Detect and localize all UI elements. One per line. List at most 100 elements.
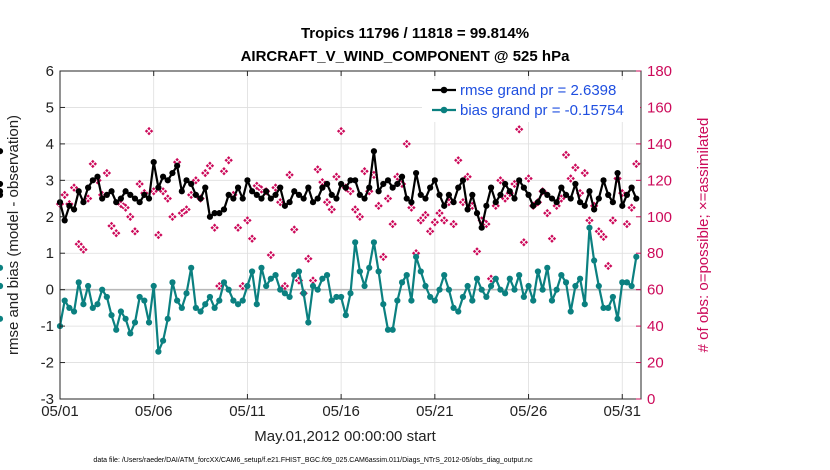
obs-assimilated-point [426, 227, 434, 236]
obs-assimilated-point [328, 205, 336, 214]
rmse-point [502, 180, 509, 188]
obs-assimilated-point [145, 127, 153, 135]
obs-assimilated-point [89, 160, 97, 168]
obs-assimilated-point [253, 182, 261, 190]
rmse-point [183, 177, 190, 184]
obs-assimilated-point [74, 240, 83, 248]
bias-point [605, 304, 612, 311]
bias-point [216, 297, 223, 304]
rmse-point [188, 180, 195, 188]
obs-assimilated-point [562, 151, 570, 159]
rmse-point [131, 195, 139, 202]
bias-point [258, 264, 265, 271]
rmse-point [623, 191, 631, 199]
y-tick-label: 1 [46, 245, 54, 262]
rmse-point [492, 199, 499, 206]
obs-assimilated-point [206, 162, 214, 170]
obs-assimilated-point [220, 167, 228, 175]
bias-point [131, 319, 139, 326]
rmse-point [66, 202, 73, 209]
rmse-point [361, 195, 368, 202]
legend-rmse-label: rmse grand pr = 2.6398 [460, 82, 616, 99]
rmse-point [398, 173, 406, 180]
bias-point [530, 297, 537, 304]
data-file-note: data file: /Users/raeder/DAI/ATM_forcXX/… [93, 457, 533, 464]
bias-point [234, 301, 242, 308]
bias-point [623, 279, 631, 286]
rmse-point [619, 202, 626, 209]
bias-point [150, 282, 157, 290]
bias-point [473, 275, 481, 282]
rmse-point [464, 206, 471, 213]
rmse-point [155, 184, 162, 191]
rmse-point [169, 169, 176, 177]
legend: rmse grand pr = 2.6398 bias grand pr = -… [422, 80, 640, 122]
y2-axis-ticks: 0 20 40 60 80 100 120 140 160 180 [636, 63, 672, 408]
rmse-point [436, 191, 443, 199]
rmse-point [530, 202, 537, 209]
bias-point [253, 301, 260, 308]
y2-axis-label: # of obs: o=possible; ×=assimilated [695, 118, 712, 353]
bias-point [61, 297, 68, 304]
obs-assimilated-point [421, 211, 430, 219]
rmse-point [553, 199, 560, 206]
y2-tick-label: 120 [647, 172, 672, 189]
rmse-point [319, 184, 326, 191]
chart-title: Tropics 11796 / 11818 = 99.814% [301, 25, 529, 42]
rmse-point [347, 177, 354, 184]
bias-point [113, 326, 120, 333]
bias-point [220, 279, 228, 286]
bias-point [295, 268, 303, 275]
bias-point [0, 264, 4, 271]
bias-point [94, 301, 101, 308]
obs-assimilated-point [384, 194, 392, 203]
y2-tick-label: 140 [647, 136, 672, 153]
y2-tick-label: 0 [647, 391, 655, 408]
bias-point [525, 282, 532, 290]
y-tick-label: 5 [46, 99, 54, 116]
bias-point [197, 308, 204, 315]
rmse-point [427, 184, 434, 191]
obs-possible-series [55, 125, 641, 298]
obs-assimilated-point [581, 169, 589, 177]
bias-point [159, 337, 167, 344]
bias-point [155, 348, 162, 355]
rmse-point [150, 159, 157, 166]
obs-assimilated-point [360, 167, 369, 175]
bias-point [263, 282, 270, 290]
obs-assimilated-point [571, 163, 580, 172]
bias-point [117, 308, 125, 315]
obs-assimilated-point [609, 216, 617, 225]
y-axis-label: rmse and bias (model - observation) [5, 115, 22, 355]
rmse-point [408, 199, 415, 206]
chart-subtitle: AIRCRAFT_V_WIND_COMPONENT @ 525 hPa [241, 48, 571, 65]
rmse-point [558, 184, 565, 191]
rmse-point [366, 184, 373, 191]
rmse-point [253, 191, 260, 199]
bias-point [277, 286, 284, 293]
bias-point [427, 293, 434, 301]
bias-point [487, 282, 495, 290]
rmse-point [272, 191, 279, 199]
bias-point [581, 301, 588, 308]
bias-point [394, 297, 401, 304]
bias-point [445, 286, 452, 293]
obs-assimilated-point [407, 203, 416, 212]
bias-point [492, 275, 499, 282]
bias-point [628, 282, 635, 290]
rmse-point [511, 195, 518, 202]
obs-assimilated-point [515, 125, 523, 134]
rmse-point [338, 180, 345, 188]
bias-point [516, 271, 523, 279]
y-tick-label: 6 [46, 63, 54, 80]
rmse-point [633, 195, 640, 202]
bias-point [145, 319, 153, 326]
rmse-point [249, 188, 256, 195]
bias-point [309, 282, 317, 290]
rmse-point [94, 173, 101, 180]
x-tick-label: 05/21 [416, 403, 454, 420]
rmse-point [159, 173, 167, 180]
bias-point [244, 282, 251, 290]
rmse-point [220, 206, 228, 213]
rmse-point [375, 188, 382, 195]
